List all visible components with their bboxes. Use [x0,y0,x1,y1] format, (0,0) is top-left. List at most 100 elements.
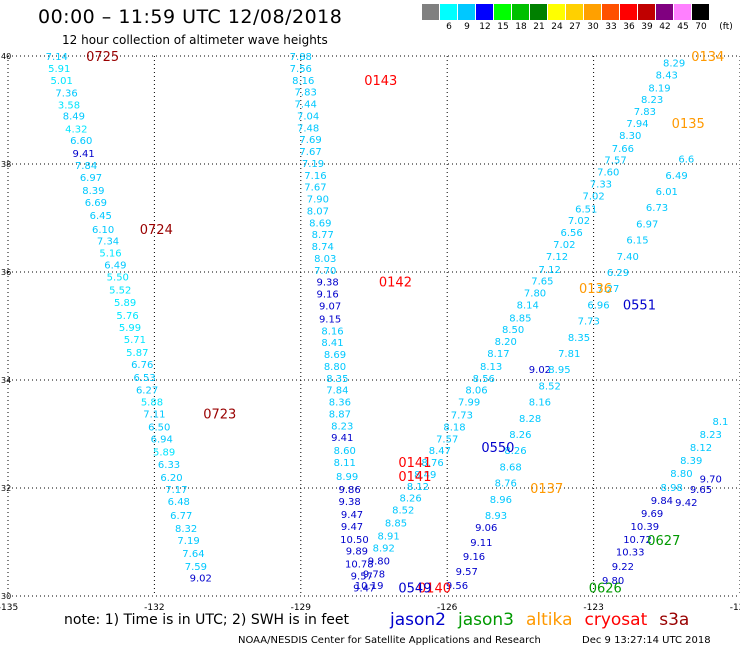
data-point-label: 6.69 [85,198,107,209]
data-point-label: 8.76 [421,458,443,469]
data-point-label: 9.84 [651,496,673,507]
data-point-label: 9.78 [363,569,385,580]
data-point-label: 7.80 [524,289,546,300]
data-point-label: 8.14 [517,300,539,311]
data-point-label: 6.45 [90,211,112,222]
data-point-label: 5.50 [107,272,129,283]
data-point-label: 9.80 [602,576,624,587]
data-point-label: 8.80 [670,469,692,480]
data-point-label: 8.60 [334,446,356,457]
data-point-label: 6.33 [158,460,180,471]
data-point-label: 8.35 [568,333,590,344]
data-point-label: 9.86 [338,485,360,496]
data-point-label: 4.32 [65,124,87,135]
data-point-label: 8.11 [334,458,356,469]
data-point-label: 5.88 [141,398,163,409]
x-tick-label: -123 [583,603,603,613]
data-point-label: 8.13 [480,362,502,373]
data-point-label: 7.57 [604,156,626,167]
pass-time-label: 0550 [481,441,514,456]
data-point-label: 6.56 [561,228,583,239]
data-point-label: 6.15 [626,236,648,247]
data-point-label: 7.56 [290,64,312,75]
data-point-label: 7.64 [182,549,204,560]
data-point-label: 6.50 [148,422,170,433]
colorbar-tick-label: 21 [533,22,545,32]
data-point-label: 7.02 [553,240,575,251]
pass-time-label: 0142 [379,276,412,291]
colorbar-tick-label: 45 [677,22,689,32]
data-point-label: 8.49 [414,470,436,481]
data-point-label: 9.07 [319,301,341,312]
data-point-label: 9.47 [341,510,363,521]
data-point-label: 6.6 [678,155,694,166]
data-point-label: 7.88 [290,52,312,63]
data-point-label: 8.98 [661,483,683,494]
colorbar-swatch [476,4,494,20]
data-point-label: 6.97 [636,219,658,230]
data-point-label: 7.12 [539,265,561,276]
data-point-label: 7.90 [307,195,329,206]
data-point-label: 8.30 [619,131,641,142]
data-point-label: 9.15 [319,314,341,325]
data-point-label: 9.16 [317,290,339,301]
data-point-label: 5.87 [126,348,148,359]
data-point-label: 7.16 [304,171,326,182]
data-point-label: 9.02 [529,365,551,376]
data-point-label: 7.70 [314,266,336,277]
colorbar-swatch [422,4,440,20]
data-point-label: 8.1 [713,417,729,428]
data-point-label: 5.16 [99,249,121,260]
data-point-label: 8.52 [392,506,414,517]
data-point-label: 7.19 [177,536,199,547]
chart-title: 00:00 – 11:59 UTC 12/08/2018 [38,6,343,28]
data-point-label: 9.47 [341,522,363,533]
data-point-label: 8.07 [307,206,329,217]
legend-entry-jason2: jason2 [390,610,446,630]
data-point-label: 8.32 [175,524,197,535]
data-point-label: 6.94 [151,434,173,445]
pass-time-label: 0723 [203,407,236,422]
data-point-label: 7.73 [451,411,473,422]
data-point-label: 8.92 [373,543,395,554]
data-point-label: 7.44 [295,100,317,111]
colorbar-swatch [692,4,710,20]
data-point-label: 8.17 [487,349,509,360]
data-point-label: 7.19 [302,159,324,170]
data-point-label: 7.17 [165,485,187,496]
colorbar-tick-label: 15 [497,22,509,32]
colorbar-tick-label: 24 [551,22,563,32]
colorbar-tick-label: 36 [623,22,635,32]
data-point-label: 6.20 [160,473,182,484]
data-point-label: 8.03 [314,254,336,265]
data-point-label: 8.18 [443,422,465,433]
colorbar-tick-label: 18 [515,22,527,32]
data-point-label: 5.76 [116,311,138,322]
data-point-label: 8.35 [326,374,348,385]
y-tick-label: 30 [1,592,11,601]
pass-time-label: 0627 [647,534,680,549]
data-point-label: 7.59 [185,562,207,573]
data-point-label: 8.26 [399,494,421,505]
colorbar-swatch [638,4,656,20]
chart-subtitle: 12 hour collection of altimeter wave hei… [62,33,328,47]
satellite-legend: jason2 jason3 altika cryosat s3a [390,610,701,630]
pass-time-label: 0137 [530,482,563,497]
colorbar-swatch [620,4,638,20]
data-point-label: 3.58 [58,101,80,112]
data-point-label: 7.27 [597,284,619,295]
data-point-label: 8.50 [502,325,524,336]
colorbar-tick-label: 12 [479,22,491,32]
legend-entry-cryosat: cryosat [584,610,648,630]
data-point-label: 8.23 [641,95,663,106]
data-point-label: 6.77 [170,511,192,522]
colorbar-swatch [602,4,620,20]
data-point-label: 6.29 [607,268,629,279]
data-point-label: 6.60 [70,136,92,147]
data-point-label: 9.80 [368,556,390,567]
data-point-label: 9.57 [351,571,373,582]
data-point-label: 8.99 [336,472,358,483]
data-point-label: 8.74 [312,242,334,253]
data-point-label: 7.84 [326,386,348,397]
data-point-label: 8.68 [500,462,522,473]
